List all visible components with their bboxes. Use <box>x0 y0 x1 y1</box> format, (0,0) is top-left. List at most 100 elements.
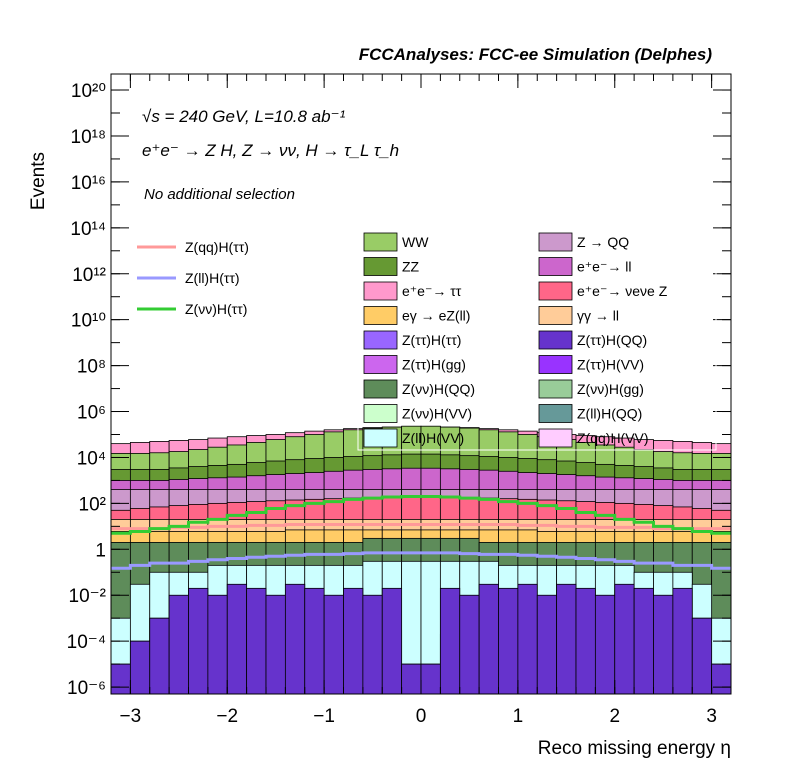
legend-fill-swatch <box>538 355 573 374</box>
legend-fill-label: Z(ττ)H(QQ) <box>577 332 647 348</box>
legend-fill-label: Z(νν)H(QQ) <box>402 381 475 397</box>
legend-line-label: Z(qq)H(ττ) <box>185 239 249 255</box>
legend-fill-swatch <box>363 281 398 301</box>
signal-line-0 <box>111 523 731 531</box>
x-tick-label: 1 <box>513 706 524 727</box>
y-tick-label: 10¹⁴ <box>70 219 106 240</box>
bar <box>633 587 654 695</box>
legend-fill-label: Z(qq)H(VV) <box>577 430 649 446</box>
legend-fill-label: e⁺e⁻→ νeνe Z <box>577 283 668 299</box>
y-tick-label: 1 <box>95 540 106 561</box>
legend-fill-swatch <box>538 428 573 448</box>
legend-fill-swatch <box>363 404 398 423</box>
legend-fill-swatch <box>363 232 398 252</box>
bar <box>110 663 131 695</box>
bar <box>672 587 693 695</box>
signal-line-1 <box>111 551 731 570</box>
y-tick-label: 10¹⁸ <box>71 127 106 148</box>
x-tick-label: 3 <box>706 706 717 727</box>
bar <box>614 583 635 695</box>
bar <box>575 587 596 695</box>
legend-fill-label: eγ → eZ(ll) <box>402 308 470 324</box>
bar <box>439 587 461 695</box>
legend-box <box>357 230 717 451</box>
bar <box>420 663 441 695</box>
bar <box>478 583 499 695</box>
bar <box>459 594 480 695</box>
legend-fill-label: ZZ <box>402 259 420 275</box>
annotation-energy: √s = 240 GeV, L=10.8 ab⁻¹ <box>142 107 346 126</box>
bar <box>381 587 403 695</box>
y-tick-label: 10¹⁰ <box>71 311 106 332</box>
legend-fill-swatch <box>363 428 398 448</box>
legend-fill-swatch <box>363 257 398 276</box>
legend-fill-label: Z(ll)H(VV) <box>402 430 464 446</box>
bar <box>536 594 558 695</box>
legend-fill-label: Z(ll)H(QQ) <box>577 406 642 422</box>
legend-fill-swatch <box>538 404 573 423</box>
bar <box>517 583 538 695</box>
legend-line-label: Z(νν)H(ττ) <box>185 301 247 317</box>
bar <box>691 617 713 695</box>
axis-ticks: −3 −2 −1 0 1 2 3 10⁻⁶ 10⁻⁴ 10⁻² 1 10² 10⁴ 10⁶ 10⁸ 10¹⁰ 1… <box>67 74 732 727</box>
bar <box>284 583 306 695</box>
legend-fill-swatch <box>363 379 398 399</box>
y-tick-label: 10¹² <box>72 265 106 286</box>
bar <box>401 663 422 695</box>
bar <box>207 594 228 695</box>
annotation-process: e⁺e⁻ → Z H, Z → νν, H → τ_L τ_h <box>142 141 399 160</box>
legend-fill-swatch <box>538 330 573 350</box>
legend-fill-swatch <box>538 379 573 399</box>
bar <box>556 583 577 695</box>
y-axis-label: Events <box>28 152 49 210</box>
bar <box>304 587 325 695</box>
hist-11 <box>110 583 732 695</box>
bar <box>594 594 616 695</box>
legend-fill-swatch <box>538 257 573 276</box>
signal-line-2 <box>111 494 731 535</box>
legend-fill-swatch <box>538 281 573 301</box>
bar <box>188 587 209 695</box>
y-tick-label: 10⁻⁴ <box>67 632 106 653</box>
bar <box>226 583 248 695</box>
legend-fill-swatch <box>538 306 573 325</box>
annotation-selection: No additional selection <box>144 186 295 203</box>
y-tick-label: 10⁸ <box>77 357 106 378</box>
chart-title: FCCAnalyses: FCC-ee Simulation (Delphes) <box>359 45 713 64</box>
y-tick-label: 10⁴ <box>77 448 106 469</box>
y-tick-label: 10¹⁶ <box>71 173 106 194</box>
bar <box>653 594 674 695</box>
bar <box>129 640 151 695</box>
legend-fill-label: Z(ττ)H(gg) <box>402 357 466 373</box>
bar <box>168 594 189 695</box>
x-tick-label: −1 <box>313 706 335 727</box>
bar <box>711 663 732 695</box>
legend-fill-label: Z(ττ)H(ττ) <box>402 332 461 348</box>
legend-line-label: Z(ll)H(ττ) <box>185 270 240 286</box>
legend-fill-label: Z → QQ <box>577 234 629 250</box>
legend-fill-swatch <box>363 306 398 325</box>
legend-signals: Z(qq)H(ττ) Z(ll)H(ττ) Z(νν)H(ττ) <box>137 239 249 317</box>
y-tick-label: 10⁶ <box>77 403 106 424</box>
legend-fill-label: e⁺e⁻→ ll <box>577 259 631 275</box>
legend-fill-swatch <box>363 355 398 374</box>
bar <box>265 594 286 695</box>
legend-fill-label: WW <box>402 234 429 250</box>
signal-lines <box>111 494 731 570</box>
x-tick-label: −2 <box>216 706 238 727</box>
bar <box>323 594 344 695</box>
x-tick-label: 2 <box>609 706 620 727</box>
legend-fill-label: Z(νν)H(VV) <box>402 406 472 422</box>
x-axis-label: Reco missing energy η <box>538 738 731 759</box>
legend-fill-swatch <box>538 232 573 252</box>
legend-fill-label: Z(ττ)H(VV) <box>577 357 644 373</box>
x-tick-label: −3 <box>120 706 142 727</box>
bar <box>149 617 170 695</box>
bar <box>246 587 267 695</box>
bar <box>362 594 383 695</box>
bar <box>498 587 519 695</box>
legend-fill-label: γγ → ll <box>577 308 619 324</box>
legend-fill-swatch <box>363 330 398 350</box>
y-tick-label: 10⁻⁶ <box>67 678 106 699</box>
